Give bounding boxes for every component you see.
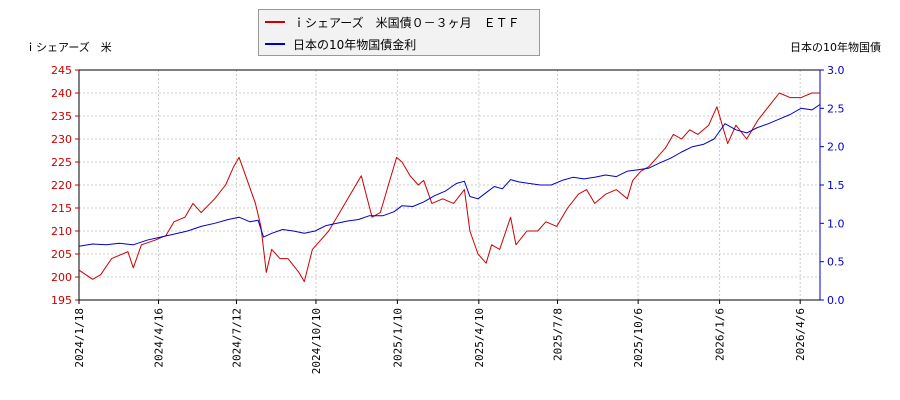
right-tick-label: 2.5 bbox=[827, 102, 845, 115]
legend-item-jgb: 日本の10年物国債金利 bbox=[265, 35, 416, 53]
left-tick-label: 200 bbox=[51, 271, 72, 284]
right-axis-title: 日本の10年物国債 bbox=[790, 41, 881, 54]
x-tick-label: 2025/4/10 bbox=[473, 308, 486, 368]
series-line-0 bbox=[78, 92, 820, 283]
x-tick-label: 2026/4/6 bbox=[794, 308, 807, 361]
left-tick-label: 240 bbox=[51, 87, 72, 100]
right-tick-label: 0.0 bbox=[827, 294, 845, 307]
left-tick-label: 245 bbox=[51, 64, 72, 77]
legend-swatch-jgb bbox=[265, 43, 285, 45]
x-tick-label: 2024/1/18 bbox=[73, 308, 86, 368]
x-tick-label: 2026/1/6 bbox=[714, 308, 727, 361]
left-tick-label: 205 bbox=[51, 248, 72, 261]
right-tick-label: 3.0 bbox=[827, 64, 845, 77]
legend: ｉシェアーズ 米国債０－３ヶ月 ＥＴＦ 日本の10年物国債金利 bbox=[258, 9, 540, 56]
left-axis-title: ｉシェアーズ 米 bbox=[25, 41, 112, 54]
series-lines bbox=[78, 92, 821, 283]
left-tick-label: 210 bbox=[51, 225, 72, 238]
left-tick-label: 195 bbox=[51, 294, 72, 307]
x-axis: 2024/1/18 2024/4/16 2024/7/12 2024/10/10 202… bbox=[73, 300, 807, 374]
legend-swatch-etf bbox=[265, 21, 285, 23]
left-tick-label: 235 bbox=[51, 110, 72, 123]
legend-label-etf: ｉシェアーズ 米国債０－３ヶ月 ＥＴＦ bbox=[293, 15, 520, 30]
right-tick-label: 0.5 bbox=[827, 256, 845, 269]
right-tick-label: 2.0 bbox=[827, 141, 845, 154]
x-tick-label: 2024/7/12 bbox=[230, 308, 243, 368]
left-y-axis: 195 200 205 210 215 220 225 230 235 240 245 bbox=[51, 64, 79, 307]
left-tick-label: 215 bbox=[51, 202, 72, 215]
left-tick-label: 225 bbox=[51, 156, 72, 169]
right-tick-label: 1.0 bbox=[827, 217, 845, 230]
x-tick-label: 2025/10/6 bbox=[632, 308, 645, 368]
right-y-axis: 0.0 0.5 1.0 1.5 2.0 2.5 3.0 bbox=[819, 64, 845, 307]
x-tick-label: 2025/7/8 bbox=[552, 308, 565, 361]
x-tick-label: 2024/10/10 bbox=[310, 308, 323, 374]
x-tick-label: 2025/1/10 bbox=[391, 308, 404, 368]
left-tick-label: 230 bbox=[51, 133, 72, 146]
series-line-1 bbox=[78, 104, 821, 247]
legend-label-jgb: 日本の10年物国債金利 bbox=[293, 37, 417, 52]
grid bbox=[78, 69, 820, 301]
left-tick-label: 220 bbox=[51, 179, 72, 192]
legend-item-etf: ｉシェアーズ 米国債０－３ヶ月 ＥＴＦ bbox=[265, 13, 520, 31]
right-tick-label: 1.5 bbox=[827, 179, 845, 192]
x-tick-label: 2024/4/16 bbox=[153, 308, 166, 368]
